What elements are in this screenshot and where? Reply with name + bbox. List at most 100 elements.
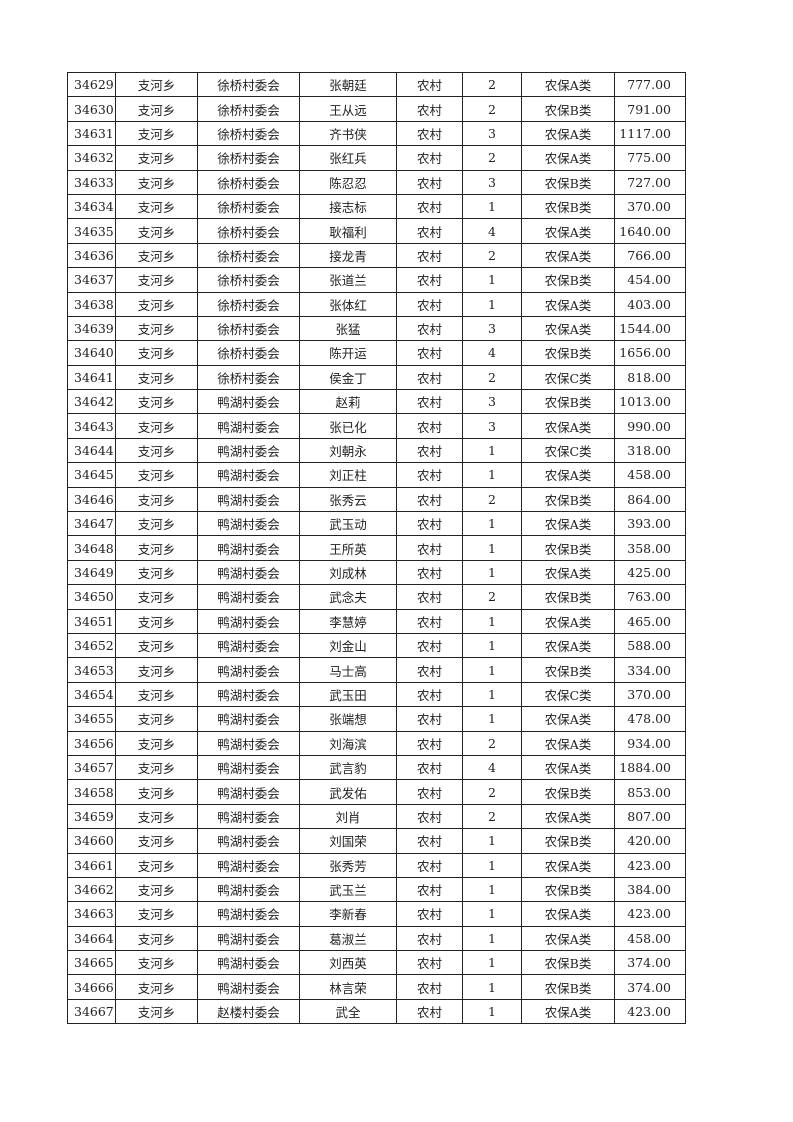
person-name-cell: 张红兵 [299, 145, 397, 171]
record-id-cell: 34652 [67, 632, 116, 659]
village-committee-cell: 徐桥村委会 [197, 71, 300, 98]
area-type-cell: 农村 [396, 681, 463, 708]
insurance-category-cell: 农保C类 [521, 681, 615, 708]
record-id-cell: 34647 [67, 511, 116, 537]
table-row: 34646 支河乡 鸭湖村委会 张秀云 农村 2 农保B类 864.00 [67, 486, 686, 513]
village-committee-cell: 徐桥村委会 [197, 291, 300, 317]
record-id-cell: 34655 [67, 706, 116, 732]
person-name-cell: 武发佑 [299, 779, 397, 805]
village-committee-cell: 鸭湖村委会 [197, 974, 300, 1000]
table-body: 34629 支河乡 徐桥村委会 张朝廷 农村 2 农保A类 777.00 34630 支河乡 徐桥村… [67, 71, 686, 1025]
area-type-cell: 农村 [396, 242, 463, 269]
village-committee-cell: 徐桥村委会 [197, 364, 300, 391]
record-id-cell: 34656 [67, 730, 116, 756]
village-committee-cell: 鸭湖村委会 [197, 462, 300, 488]
area-type-cell: 农村 [396, 145, 463, 171]
person-name-cell: 接龙青 [299, 242, 397, 269]
table-row: 34652 支河乡 鸭湖村委会 刘金山 农村 1 农保A类 588.00 [67, 632, 686, 659]
table-row: 34637 支河乡 徐桥村委会 张道兰 农村 1 农保B类 454.00 [67, 267, 686, 293]
table-row: 34633 支河乡 徐桥村委会 陈忍忍 农村 3 农保B类 727.00 [67, 169, 686, 195]
area-type-cell: 农村 [396, 120, 463, 147]
table-row: 34660 支河乡 鸭湖村委会 刘国荣 农村 1 农保B类 420.00 [67, 828, 686, 854]
township-cell: 支河乡 [115, 974, 198, 1000]
amount-cell: 384.00 [614, 876, 686, 903]
household-count-cell: 2 [462, 803, 522, 830]
amount-cell: 934.00 [614, 730, 686, 756]
amount-cell: 454.00 [614, 267, 686, 293]
insurance-category-cell: 农保A类 [521, 730, 615, 756]
table-row: 34665 支河乡 鸭湖村委会 刘西英 农村 1 农保B类 374.00 [67, 950, 686, 976]
area-type-cell: 农村 [396, 486, 463, 513]
insurance-category-cell: 农保B类 [521, 193, 615, 220]
area-type-cell: 农村 [396, 218, 463, 244]
village-committee-cell: 鸭湖村委会 [197, 925, 300, 952]
area-type-cell: 农村 [396, 315, 463, 342]
record-id-cell: 34644 [67, 437, 116, 464]
area-type-cell: 农村 [396, 291, 463, 317]
household-count-cell: 1 [462, 267, 522, 293]
household-count-cell: 1 [462, 608, 522, 634]
insurance-category-cell: 农保A类 [521, 754, 615, 781]
household-count-cell: 3 [462, 413, 522, 439]
record-id-cell: 34660 [67, 828, 116, 854]
area-type-cell: 农村 [396, 584, 463, 610]
table-row: 34645 支河乡 鸭湖村委会 刘正柱 农村 1 农保A类 458.00 [67, 462, 686, 488]
amount-cell: 853.00 [614, 779, 686, 805]
insurance-category-cell: 农保B类 [521, 389, 615, 415]
amount-cell: 864.00 [614, 486, 686, 513]
area-type-cell: 农村 [396, 340, 463, 366]
household-count-cell: 3 [462, 120, 522, 147]
township-cell: 支河乡 [115, 291, 198, 317]
insurance-category-cell: 农保A类 [521, 998, 615, 1025]
village-committee-cell: 鸭湖村委会 [197, 559, 300, 586]
person-name-cell: 刘朝永 [299, 437, 397, 464]
person-name-cell: 刘国荣 [299, 828, 397, 854]
amount-cell: 423.00 [614, 998, 686, 1025]
table-row: 34657 支河乡 鸭湖村委会 武言豹 农村 4 农保A类 1884.00 [67, 754, 686, 781]
insurance-category-cell: 农保B类 [521, 267, 615, 293]
township-cell: 支河乡 [115, 340, 198, 366]
amount-cell: 458.00 [614, 462, 686, 488]
amount-cell: 334.00 [614, 657, 686, 683]
area-type-cell: 农村 [396, 559, 463, 586]
area-type-cell: 农村 [396, 730, 463, 756]
amount-cell: 370.00 [614, 681, 686, 708]
person-name-cell: 刘海滨 [299, 730, 397, 756]
person-name-cell: 马士高 [299, 657, 397, 683]
township-cell: 支河乡 [115, 803, 198, 830]
person-name-cell: 李慧婷 [299, 608, 397, 634]
village-committee-cell: 鸭湖村委会 [197, 632, 300, 659]
household-count-cell: 1 [462, 437, 522, 464]
person-name-cell: 张端想 [299, 706, 397, 732]
table-row: 34656 支河乡 鸭湖村委会 刘海滨 农村 2 农保A类 934.00 [67, 730, 686, 756]
insurance-category-cell: 农保B类 [521, 828, 615, 854]
village-committee-cell: 鸭湖村委会 [197, 852, 300, 878]
area-type-cell: 农村 [396, 779, 463, 805]
record-id-cell: 34631 [67, 120, 116, 147]
table-row: 34664 支河乡 鸭湖村委会 葛淑兰 农村 1 农保A类 458.00 [67, 925, 686, 952]
area-type-cell: 农村 [396, 437, 463, 464]
person-name-cell: 刘成林 [299, 559, 397, 586]
household-count-cell: 1 [462, 657, 522, 683]
insurance-category-cell: 农保A类 [521, 315, 615, 342]
record-id-cell: 34632 [67, 145, 116, 171]
table-row: 34661 支河乡 鸭湖村委会 张秀芳 农村 1 农保A类 423.00 [67, 852, 686, 878]
area-type-cell: 农村 [396, 535, 463, 561]
area-type-cell: 农村 [396, 876, 463, 903]
insurance-category-cell: 农保A类 [521, 925, 615, 952]
amount-cell: 763.00 [614, 584, 686, 610]
record-id-cell: 34663 [67, 901, 116, 927]
township-cell: 支河乡 [115, 950, 198, 976]
person-name-cell: 武玉动 [299, 511, 397, 537]
household-count-cell: 1 [462, 950, 522, 976]
township-cell: 支河乡 [115, 71, 198, 98]
insurance-category-cell: 农保A类 [521, 511, 615, 537]
table-row: 34663 支河乡 鸭湖村委会 李新春 农村 1 农保A类 423.00 [67, 901, 686, 927]
village-committee-cell: 鸭湖村委会 [197, 486, 300, 513]
household-count-cell: 1 [462, 632, 522, 659]
insurance-category-cell: 农保A类 [521, 901, 615, 927]
insurance-category-cell: 农保B类 [521, 974, 615, 1000]
person-name-cell: 张道兰 [299, 267, 397, 293]
household-count-cell: 2 [462, 242, 522, 269]
village-committee-cell: 鸭湖村委会 [197, 950, 300, 976]
